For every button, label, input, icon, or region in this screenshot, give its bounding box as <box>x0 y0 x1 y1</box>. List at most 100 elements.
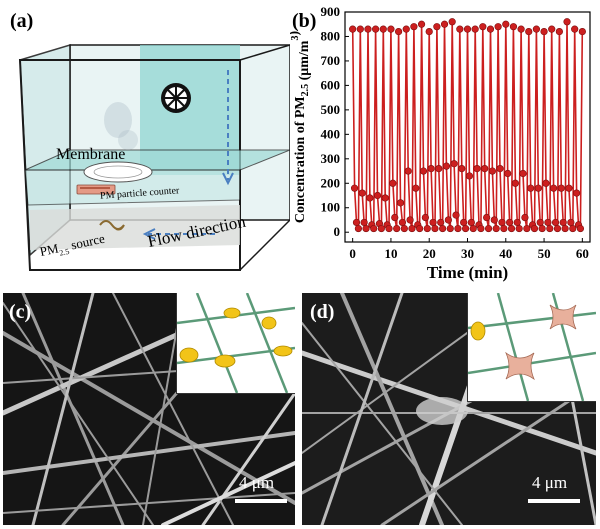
panel-c: (c) 4 μm <box>3 293 295 525</box>
data-point <box>372 25 380 33</box>
data-point <box>544 218 552 227</box>
data-point <box>461 224 470 233</box>
data-point <box>525 27 533 36</box>
data-point <box>571 25 579 33</box>
experiment-box-illustration <box>18 43 291 271</box>
data-point <box>534 184 542 192</box>
panel-c-label: (c) <box>9 301 32 323</box>
data-point <box>387 25 395 33</box>
scale-bar-c <box>235 499 287 503</box>
x-tick-label: 40 <box>499 246 512 261</box>
data-point <box>483 213 491 222</box>
data-point <box>456 25 464 33</box>
data-point <box>555 27 563 36</box>
data-point <box>450 160 458 168</box>
y-tick-label: 0 <box>334 224 341 239</box>
data-point <box>484 224 493 233</box>
data-point <box>515 224 523 233</box>
data-point <box>425 27 433 36</box>
pm-source-coil <box>99 220 125 231</box>
data-point <box>569 224 577 233</box>
droplet <box>261 316 277 330</box>
y-tick-label: 300 <box>321 151 341 166</box>
panel-b-label: (b) <box>292 10 317 32</box>
data-point <box>448 18 456 26</box>
data-point <box>389 179 397 187</box>
data-point <box>385 224 393 233</box>
data-point <box>506 218 514 227</box>
y-tick-label: 200 <box>321 175 341 190</box>
data-point <box>406 216 414 224</box>
data-point <box>446 224 454 233</box>
data-point <box>419 167 428 175</box>
particle-cloud <box>30 205 240 250</box>
data-point <box>379 25 387 33</box>
data-point <box>521 213 529 222</box>
data-point <box>362 224 370 233</box>
data-point <box>488 167 496 175</box>
data-point <box>467 218 475 227</box>
data-point <box>393 224 401 233</box>
data-point <box>546 224 554 233</box>
data-point <box>410 23 418 31</box>
x-axis-label: Time (min) <box>427 263 508 282</box>
data-point <box>490 216 498 224</box>
data-point <box>429 218 437 227</box>
x-tick-label: 0 <box>349 246 356 261</box>
data-point <box>563 18 571 26</box>
y-tick-label: 500 <box>321 102 341 117</box>
data-point <box>507 224 516 233</box>
data-point <box>553 224 562 233</box>
data-point <box>477 224 485 233</box>
y-tick-label: 700 <box>321 53 341 68</box>
x-tick-label: 10 <box>384 246 397 261</box>
data-point <box>416 224 424 233</box>
data-point <box>460 218 468 227</box>
data-point <box>352 218 361 227</box>
data-point <box>408 224 416 233</box>
data-point <box>548 25 556 33</box>
panel-a: (a) <box>0 0 291 285</box>
membrane-label: Membrane <box>56 146 126 163</box>
data-point <box>412 184 420 192</box>
data-point <box>496 164 504 173</box>
data-point <box>517 25 525 33</box>
data-point <box>551 218 560 227</box>
data-point <box>377 224 385 233</box>
data-point <box>423 224 431 233</box>
data-point <box>358 189 366 197</box>
data-point <box>561 224 569 233</box>
fan-icon <box>161 83 191 113</box>
data-point <box>421 213 429 222</box>
data-point <box>364 25 372 33</box>
data-point <box>567 218 575 227</box>
film-membrane <box>505 351 535 381</box>
droplet <box>273 345 293 357</box>
y-tick-label: 600 <box>321 77 341 92</box>
data-point <box>479 23 487 31</box>
data-point <box>542 179 550 187</box>
pm-concentration-chart: 0 100 200 300 400 500 600 700 800 900 0 10 20 30 40 50 6… <box>287 4 591 282</box>
data-point <box>511 179 519 187</box>
data-point <box>381 194 389 202</box>
data-point <box>504 169 512 178</box>
data-point <box>373 191 382 200</box>
data-point <box>463 25 472 33</box>
scale-bar-d <box>528 499 580 503</box>
data-point <box>452 211 460 219</box>
inset-membranes <box>467 293 596 402</box>
data-point <box>458 164 466 173</box>
data-point <box>557 184 565 192</box>
data-point <box>400 224 408 233</box>
data-point <box>473 164 481 173</box>
flow-arrows <box>142 70 234 240</box>
data-point <box>486 25 495 33</box>
data-point <box>492 224 500 233</box>
data-point <box>540 27 548 36</box>
data-point <box>404 167 412 175</box>
data-point <box>427 164 435 173</box>
data-point <box>576 224 585 233</box>
y-tick-label: 100 <box>321 200 341 215</box>
panel-d: (d) 4 μm <box>302 293 596 525</box>
